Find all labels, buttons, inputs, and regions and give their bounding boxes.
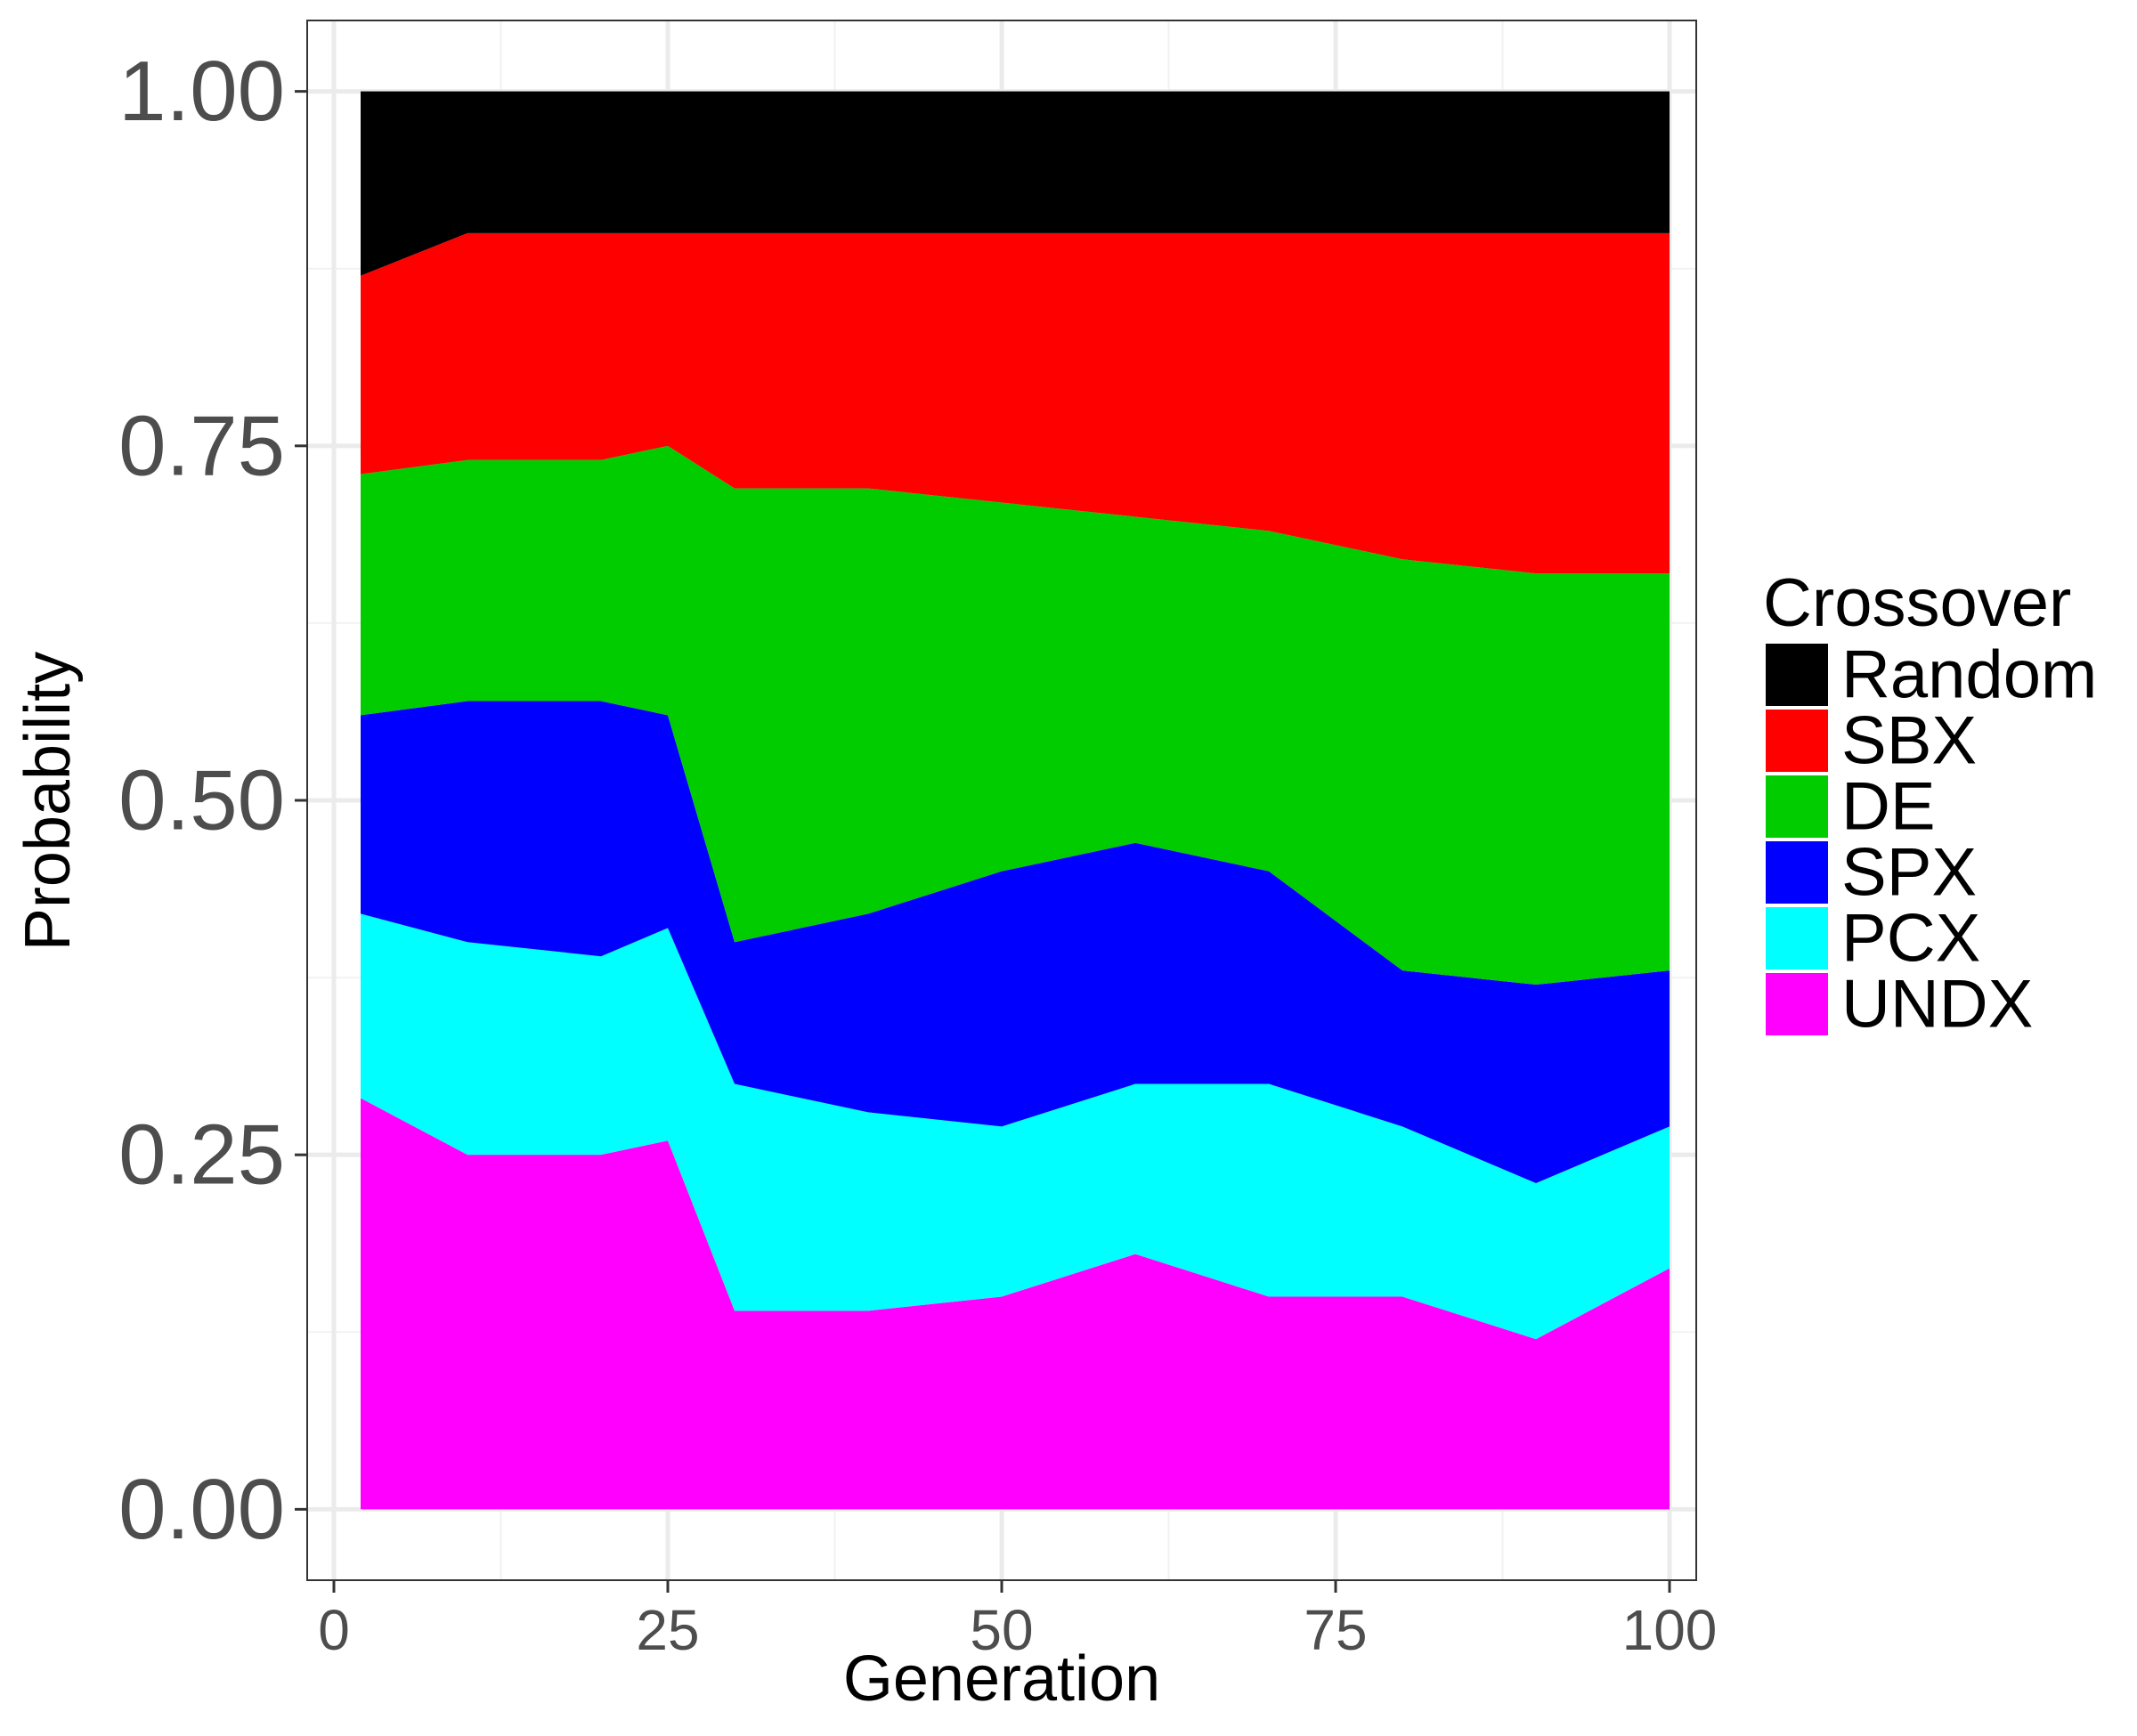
area-spx (361, 701, 1670, 1184)
x-axis-title: Generation (843, 1643, 1160, 1715)
x-axis: 0 25 50 75 100 (318, 1580, 1717, 1662)
x-tick-label: 100 (1622, 1598, 1718, 1662)
y-tick-label: 0.50 (118, 753, 285, 848)
y-tick-label: 0.75 (118, 398, 285, 493)
legend-swatch-de (1766, 775, 1828, 838)
legend-label-spx: SPX (1841, 835, 1977, 911)
area-sbx (361, 232, 1670, 574)
area-pcx (361, 913, 1670, 1340)
legend-label-random: Random (1841, 637, 2097, 713)
y-tick-label: 1.00 (118, 44, 285, 139)
legend-label-pcx: PCX (1841, 901, 1980, 977)
x-tick-label: 75 (1304, 1598, 1367, 1662)
area-random (361, 91, 1670, 276)
area-layers (361, 91, 1670, 1510)
area-undx (361, 1098, 1670, 1510)
legend-swatch-random (1766, 644, 1828, 706)
y-axis: 0.00 0.25 0.50 0.75 1.00 (118, 44, 307, 1557)
y-tick-label: 0.25 (118, 1107, 285, 1203)
legend-label-de: DE (1841, 769, 1936, 845)
legend-swatch-pcx (1766, 907, 1828, 969)
legend-swatch-sbx (1766, 710, 1828, 772)
area-de (361, 445, 1670, 986)
legend-swatch-spx (1766, 841, 1828, 904)
legend-label-undx: UNDX (1841, 967, 2033, 1042)
y-tick-label: 0.00 (118, 1462, 285, 1557)
legend-label-sbx: SBX (1841, 703, 1977, 779)
x-tick-label: 25 (636, 1598, 699, 1662)
legend-swatch-undx (1766, 973, 1828, 1035)
legend-title: Crossover (1763, 565, 2071, 641)
y-axis-title: Probability (12, 652, 84, 951)
x-tick-label: 0 (318, 1598, 350, 1662)
x-tick-label: 50 (970, 1598, 1033, 1662)
